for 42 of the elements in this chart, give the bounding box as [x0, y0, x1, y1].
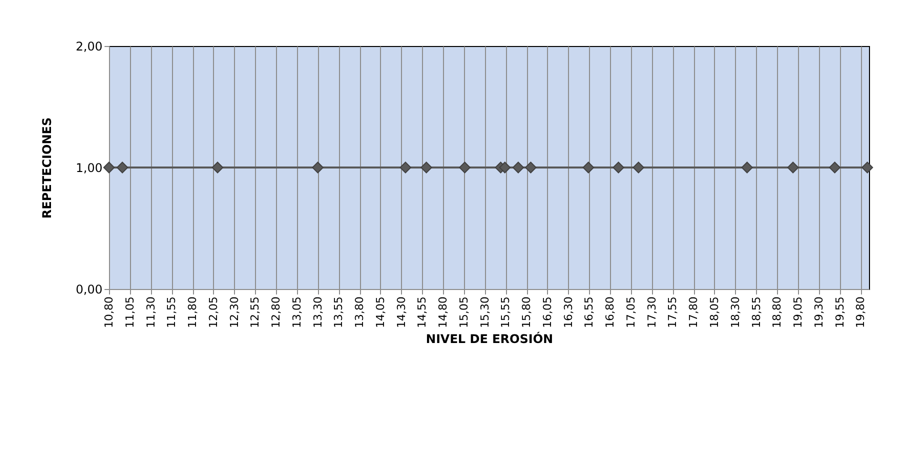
x-tick-label: 13,80 [353, 296, 366, 328]
x-tick-label: 17,30 [645, 296, 658, 328]
x-tick-label: 18,30 [728, 296, 742, 328]
x-axis-title: NIVEL DE EROSIÓN [426, 330, 554, 346]
x-tick-label: 12,05 [206, 296, 220, 328]
x-tick-label: 19,05 [792, 296, 805, 328]
x-tick-label: 14,80 [436, 296, 450, 328]
y-tick-label: 0,00 [76, 282, 102, 296]
x-tick-label: 11,30 [144, 296, 158, 328]
x-tick-label: 12,55 [248, 296, 262, 328]
x-tick-label: 18,05 [708, 296, 721, 328]
x-tick-label: 14,05 [374, 296, 387, 328]
y-tick-label: 2,00 [76, 40, 102, 54]
x-tick-label: 12,30 [228, 296, 241, 328]
y-axis-title: REPETECIONES [40, 117, 54, 219]
x-tick-label: 18,80 [770, 296, 784, 328]
x-tick-label: 15,55 [499, 296, 512, 328]
x-tick-label: 11,05 [123, 296, 136, 328]
x-tick-label: 17,55 [666, 296, 680, 328]
x-tick-label: 16,55 [582, 296, 596, 328]
x-tick-label: 16,30 [562, 296, 575, 328]
x-tick-label: 13,30 [311, 296, 324, 328]
x-tick-label: 19,30 [812, 296, 826, 328]
x-tick-label: 10,80 [102, 296, 116, 328]
x-tick-label: 11,55 [165, 296, 178, 328]
x-tick-label: 14,30 [394, 296, 408, 328]
x-tick-label: 13,55 [332, 296, 346, 328]
x-tick-label: 17,05 [624, 296, 638, 328]
x-tick-label: 12,80 [270, 296, 283, 328]
x-tick-label: 18,55 [750, 296, 763, 328]
x-tick-label: 16,05 [540, 296, 554, 328]
x-tick-label: 19,55 [833, 296, 846, 328]
x-tick-label: 15,80 [520, 296, 534, 328]
x-tick-label: 11,80 [186, 296, 200, 328]
y-tick-label: 1,00 [76, 161, 102, 175]
x-tick-label: 16,80 [604, 296, 617, 328]
x-tick-label: 13,05 [290, 296, 304, 328]
x-tick-label: 17,80 [687, 296, 700, 328]
x-tick-label: 19,80 [854, 296, 868, 328]
x-tick-label: 15,30 [478, 296, 492, 328]
x-tick-label: 14,55 [416, 296, 429, 328]
x-tick-label: 15,05 [457, 296, 470, 328]
